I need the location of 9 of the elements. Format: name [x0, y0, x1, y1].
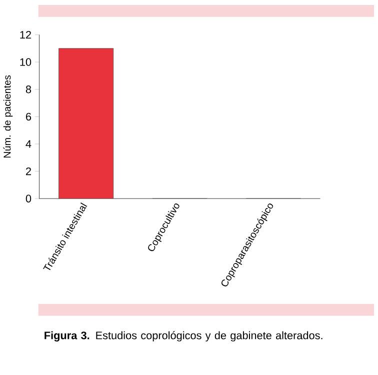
y-tick-label: 8: [26, 85, 32, 94]
y-tick-label: 4: [26, 140, 32, 148]
y-tick-label: 10: [20, 58, 32, 66]
y-tick-label: 2: [26, 167, 31, 175]
y-tick-label: 12: [20, 30, 31, 38]
y-tick-label: 6: [26, 112, 32, 120]
text: Figura 3. Estudios coprológicos y de gabinete alterados.: [44, 331, 322, 342]
y-tick-label: 0: [26, 194, 32, 202]
y-axis-title: Núm. de pacientes: [3, 75, 13, 158]
